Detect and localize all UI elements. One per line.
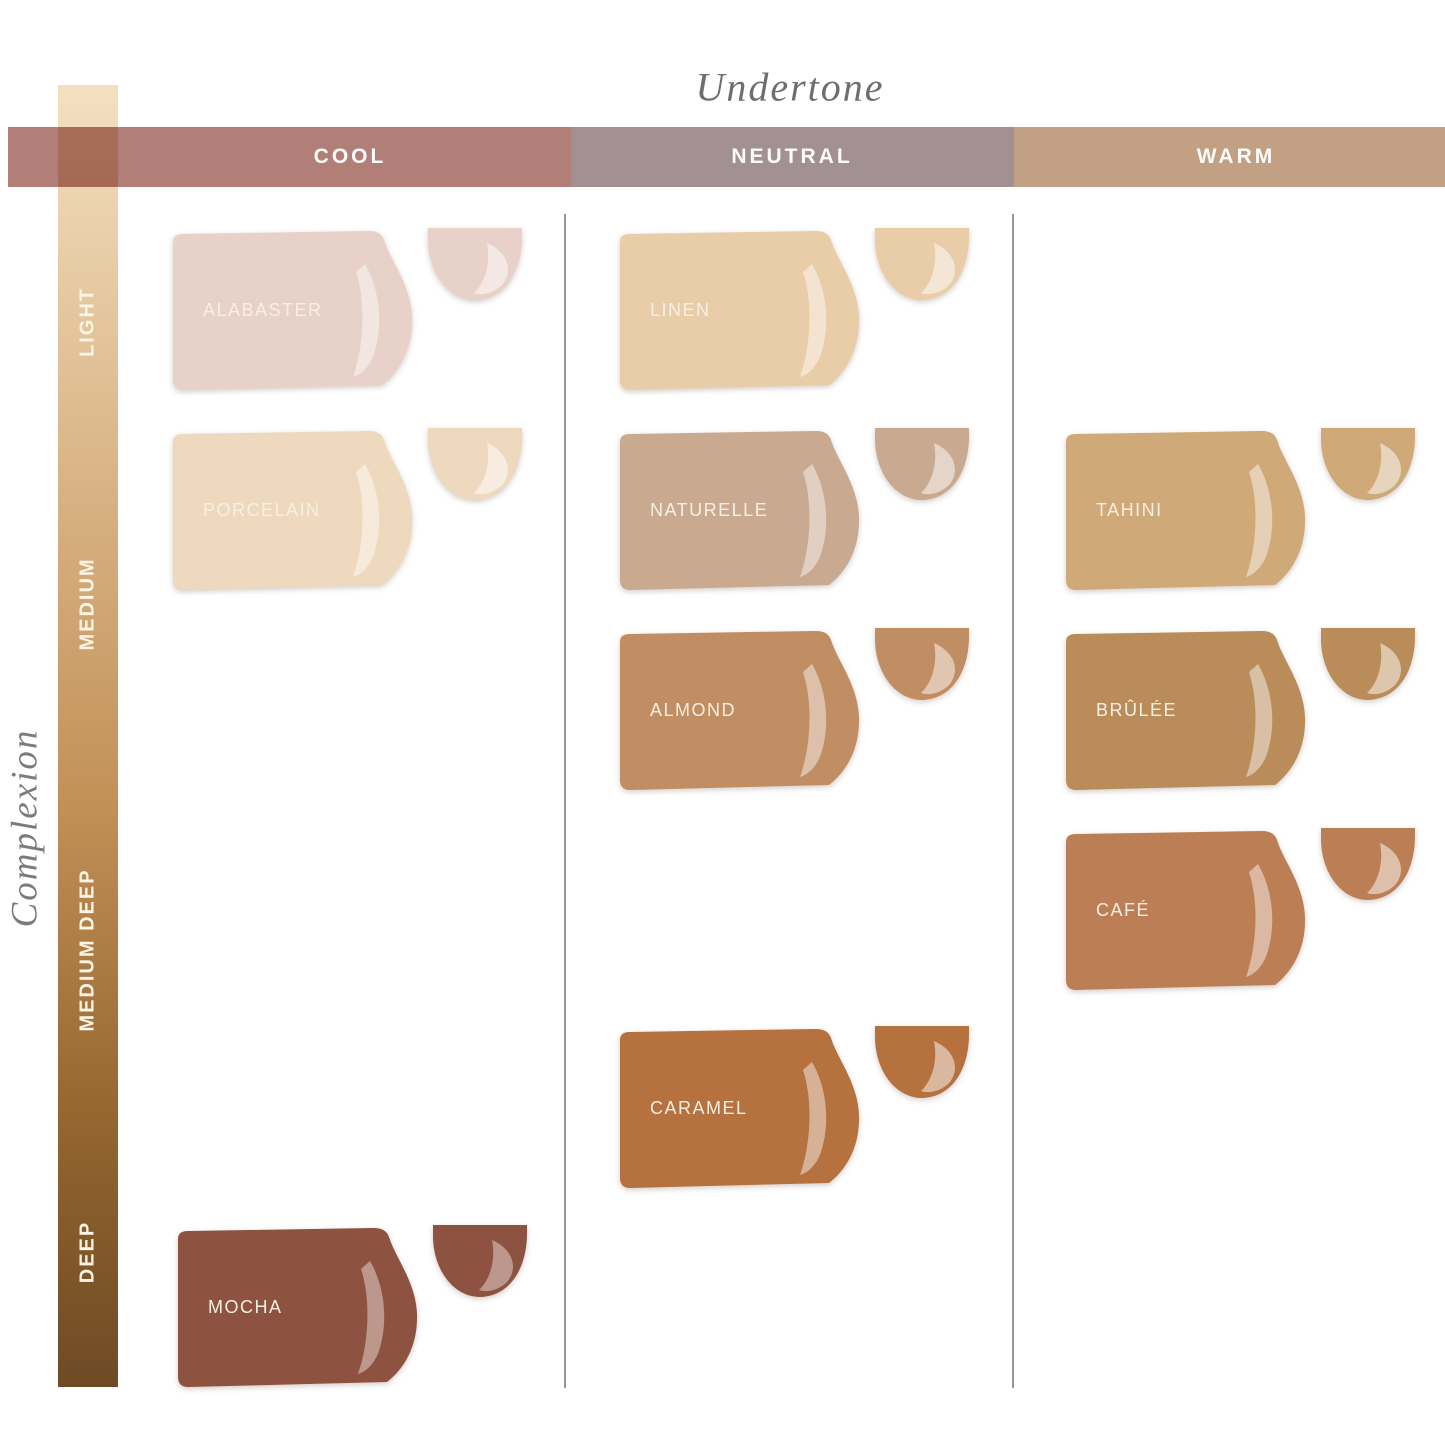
- shade-label: BRÛLÉE: [1096, 700, 1178, 720]
- foundation-droplet: [875, 628, 969, 700]
- shade-label: ALABASTER: [203, 300, 323, 320]
- undertone-segment-cool: [8, 127, 571, 187]
- shade-swatch-naturelle: NATURELLE: [610, 428, 972, 598]
- foundation-droplet: [875, 1026, 969, 1098]
- undertone-label-cool: COOL: [313, 145, 387, 168]
- shade-swatch-brulee: BRÛLÉE: [1056, 628, 1418, 798]
- shade-label: CAFÉ: [1096, 900, 1151, 920]
- shade-swatch-caramel: CARAMEL: [610, 1026, 972, 1196]
- shade-label: PORCELAIN: [203, 500, 321, 520]
- foundation-smear: [620, 230, 860, 390]
- undertone-label-neutral: NEUTRAL: [731, 145, 853, 168]
- foundation-smear: [173, 230, 413, 390]
- foundation-smear: [620, 1028, 860, 1188]
- column-divider-neutral-warm: [1012, 214, 1014, 1388]
- complexion-axis-title: Complexion: [4, 728, 46, 928]
- foundation-droplet: [875, 228, 969, 300]
- complexion-gradient-bar: [58, 85, 118, 1387]
- foundation-droplet: [875, 428, 969, 500]
- foundation-smear: [1066, 630, 1306, 790]
- foundation-droplet: [433, 1225, 527, 1297]
- foundation-smear: [1066, 430, 1306, 590]
- shade-label: ALMOND: [650, 700, 737, 720]
- foundation-droplet: [1321, 628, 1415, 700]
- foundation-smear: [620, 430, 860, 590]
- foundation-droplet: [1321, 828, 1415, 900]
- column-divider-cool-neutral: [564, 214, 566, 1388]
- shade-swatch-cafe: CAFÉ: [1056, 828, 1418, 998]
- shade-swatch-linen: LINEN: [610, 228, 972, 398]
- foundation-droplet: [1321, 428, 1415, 500]
- shade-label: TAHINI: [1096, 500, 1163, 520]
- complexion-level-medium-deep: MEDIUM DEEP: [76, 868, 99, 1032]
- foundation-smear: [178, 1227, 418, 1387]
- shade-swatch-porcelain: PORCELAIN: [163, 428, 525, 598]
- foundation-smear: [620, 630, 860, 790]
- foundation-smear: [1066, 830, 1306, 990]
- shade-label: LINEN: [650, 300, 711, 320]
- undertone-label-warm: WARM: [1196, 145, 1276, 168]
- complexion-level-deep: DEEP: [76, 1220, 99, 1284]
- shade-swatch-almond: ALMOND: [610, 628, 972, 798]
- shade-label: CARAMEL: [650, 1098, 748, 1118]
- shade-label: MOCHA: [208, 1297, 283, 1317]
- foundation-droplet: [428, 228, 522, 300]
- shade-swatch-mocha: MOCHA: [168, 1225, 530, 1395]
- complexion-level-light: LIGHT: [76, 287, 99, 357]
- undertone-segment-neutral: [571, 127, 1014, 187]
- foundation-droplet: [428, 428, 522, 500]
- undertone-axis-title: Undertone: [695, 64, 885, 110]
- foundation-smear: [173, 430, 413, 590]
- shade-label: NATURELLE: [650, 500, 769, 520]
- shade-swatch-tahini: TAHINI: [1056, 428, 1418, 598]
- complexion-level-medium: MEDIUM: [76, 557, 99, 651]
- undertone-segment-warm: [1014, 127, 1445, 187]
- shade-swatch-alabaster: ALABASTER: [163, 228, 525, 398]
